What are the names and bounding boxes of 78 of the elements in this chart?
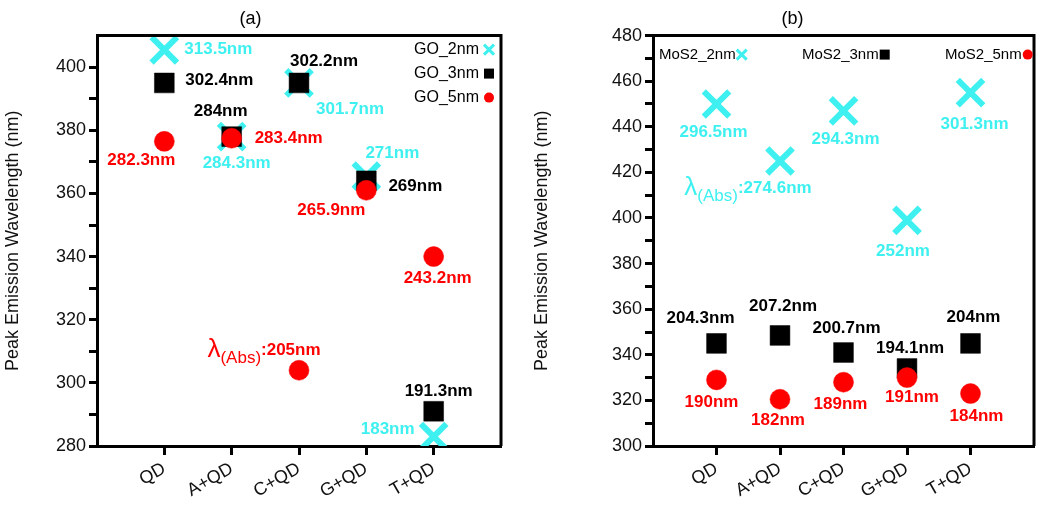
point xyxy=(148,35,181,66)
point xyxy=(769,325,791,346)
annotation: 271nm xyxy=(365,142,420,162)
legend-label: GO_3nm xyxy=(414,64,479,83)
point xyxy=(891,204,923,237)
annotation: 302.2nm xyxy=(289,50,359,70)
annotation: 284.3nm xyxy=(202,153,271,173)
point xyxy=(954,76,987,109)
y-tick-label: 300 xyxy=(55,371,86,392)
point xyxy=(833,342,854,363)
y-tick-label: 440 xyxy=(611,115,642,136)
annotation: 204.3nm xyxy=(666,308,735,328)
y-axis-title: Peak Emission Wavelength (nm) xyxy=(530,110,551,372)
point xyxy=(356,180,377,201)
annotation: 294.3nm xyxy=(811,128,880,148)
chart-title: (b) xyxy=(781,7,804,28)
point xyxy=(154,72,175,94)
annotation: 265.9nm xyxy=(297,199,366,219)
y-tick-label: 360 xyxy=(611,298,642,319)
point xyxy=(288,359,310,381)
annotation: 200.7nm xyxy=(812,318,881,338)
point xyxy=(764,145,796,177)
point xyxy=(423,401,444,422)
y-axis-title: Peak Emission Wavelength (nm) xyxy=(1,110,22,372)
y-tick-label: 300 xyxy=(611,434,642,455)
annotation: 296.5nm xyxy=(679,121,748,141)
point xyxy=(700,88,733,120)
annotation: 313.5nm xyxy=(184,39,253,59)
legend-label: GO_5nm xyxy=(414,88,479,107)
annotation: 190nm xyxy=(684,391,739,411)
annotation: 252nm xyxy=(876,240,930,260)
point xyxy=(896,367,918,388)
point xyxy=(154,131,175,152)
x-tick-label: QD xyxy=(687,457,721,489)
annotation: 204nm xyxy=(946,307,1001,327)
legend-label: MoS2_2nm xyxy=(659,44,736,62)
y-tick-label: 340 xyxy=(55,245,86,266)
y-tick-label: 480 xyxy=(611,24,642,45)
annotation: 207.2nm xyxy=(748,296,818,316)
legend-label: MoS2_3nm xyxy=(802,44,879,62)
y-tick-label: 400 xyxy=(55,56,86,77)
y-tick-label: 400 xyxy=(611,206,642,227)
chart-title: (a) xyxy=(239,7,262,28)
annotation: 283.4nm xyxy=(254,127,323,147)
annotation: 194.1nm xyxy=(875,338,945,358)
annotation: 269nm xyxy=(388,175,443,195)
annotation: 301.7nm xyxy=(315,98,385,118)
legend-label: MoS2_5nm xyxy=(945,44,1022,62)
annotation: 302.4nm xyxy=(185,69,254,89)
y-tick-label: 360 xyxy=(55,182,86,203)
annotation: 301.3nm xyxy=(940,114,1009,134)
y-tick-label: 420 xyxy=(611,161,642,182)
legend-label: GO_2nm xyxy=(414,40,479,59)
point xyxy=(423,246,444,267)
y-tick-label: 320 xyxy=(55,308,86,329)
x-tick-label: QD xyxy=(135,457,169,489)
y-tick-label: 380 xyxy=(55,119,86,140)
point xyxy=(706,333,727,354)
annotation: 189nm xyxy=(813,393,868,413)
y-tick-label: 320 xyxy=(611,389,642,410)
annotation: 191nm xyxy=(885,387,939,407)
annotation: 243.2nm xyxy=(403,268,472,288)
annotation: 191.3nm xyxy=(404,380,473,400)
y-tick-label: 380 xyxy=(611,252,642,273)
point xyxy=(960,333,981,354)
annotation: 182nm xyxy=(751,409,805,429)
point xyxy=(706,369,727,391)
point xyxy=(833,371,854,393)
annotation: 284nm xyxy=(193,101,248,121)
point xyxy=(827,95,860,127)
y-tick-label: 280 xyxy=(55,434,86,455)
annotation: 184nm xyxy=(949,406,1004,426)
y-tick-label: 340 xyxy=(611,343,642,364)
annotation: 183nm xyxy=(360,419,415,439)
y-tick-label: 460 xyxy=(611,70,642,91)
point xyxy=(769,389,791,410)
annotation: 282.3nm xyxy=(107,150,176,170)
point xyxy=(960,383,981,404)
